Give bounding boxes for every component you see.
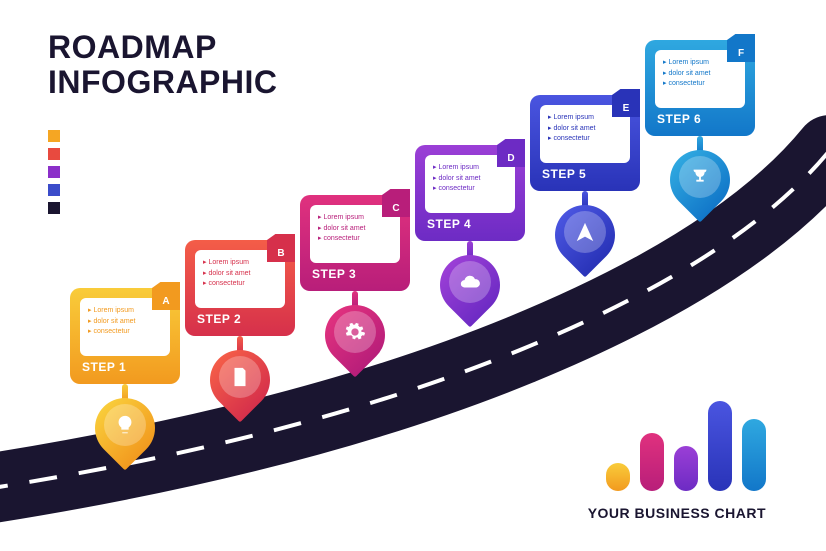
roadmap-step-d: D Lorem ipsumdolor sit ametconsectetur S… (415, 145, 525, 315)
roadmap-step-a: A Lorem ipsumdolor sit ametconsectetur S… (70, 288, 180, 458)
step-bullet: consectetur (433, 184, 507, 195)
step-card: A Lorem ipsumdolor sit ametconsectetur S… (70, 288, 180, 384)
step-pin (210, 350, 270, 410)
chart-bar-4 (742, 419, 766, 491)
document-icon (219, 356, 261, 398)
step-pin (95, 398, 155, 458)
chart-bar-2 (674, 446, 698, 491)
gear-icon (334, 311, 376, 353)
lightbulb-icon (104, 404, 146, 446)
step-bullet: Lorem ipsum (433, 163, 507, 174)
step-bullet: Lorem ipsum (203, 258, 277, 269)
cloud-icon (449, 261, 491, 303)
legend-swatch-4 (48, 202, 60, 214)
step-pin (555, 205, 615, 265)
step-bullet: dolor sit amet (318, 224, 392, 235)
step-bullet: dolor sit amet (548, 124, 622, 135)
step-card: F Lorem ipsumdolor sit ametconsectetur S… (645, 40, 755, 136)
step-pin (440, 255, 500, 315)
step-card: E Lorem ipsumdolor sit ametconsectetur S… (530, 95, 640, 191)
color-legend (48, 130, 60, 214)
step-bullet: dolor sit amet (663, 69, 737, 80)
step-letter-tab: B (267, 240, 295, 262)
step-letter-tab: C (382, 195, 410, 217)
step-letter-tab: A (152, 288, 180, 310)
step-letter-tab: D (497, 145, 525, 167)
legend-swatch-0 (48, 130, 60, 142)
chart-bar-3 (708, 401, 732, 491)
step-bullet: consectetur (203, 279, 277, 290)
step-label: STEP 3 (310, 267, 400, 281)
roadmap-step-e: E Lorem ipsumdolor sit ametconsectetur S… (530, 95, 640, 265)
step-label: STEP 2 (195, 312, 285, 326)
step-pin (325, 305, 385, 365)
title-line-2: INFOGRAPHIC (48, 65, 278, 100)
step-bullet: dolor sit amet (433, 174, 507, 185)
step-letter-tab: F (727, 40, 755, 62)
step-bullet: consectetur (548, 134, 622, 145)
legend-swatch-1 (48, 148, 60, 160)
step-label: STEP 4 (425, 217, 515, 231)
bar-chart (606, 401, 766, 491)
step-bullet: dolor sit amet (203, 269, 277, 280)
trophy-icon (679, 156, 721, 198)
page-title: ROADMAP INFOGRAPHIC (48, 30, 278, 100)
roadmap-step-b: B Lorem ipsumdolor sit ametconsectetur S… (185, 240, 295, 410)
step-card: C Lorem ipsumdolor sit ametconsectetur S… (300, 195, 410, 291)
roadmap-step-f: F Lorem ipsumdolor sit ametconsectetur S… (645, 40, 755, 210)
step-letter-tab: E (612, 95, 640, 117)
legend-swatch-3 (48, 184, 60, 196)
chart-label: YOUR BUSINESS CHART (588, 505, 766, 521)
step-label: STEP 5 (540, 167, 630, 181)
step-bullet: Lorem ipsum (88, 306, 162, 317)
navigate-icon (564, 211, 606, 253)
chart-bar-1 (640, 433, 664, 491)
title-line-1: ROADMAP (48, 30, 278, 65)
step-bullet: Lorem ipsum (663, 58, 737, 69)
step-bullet: Lorem ipsum (548, 113, 622, 124)
step-bullet: consectetur (663, 79, 737, 90)
roadmap-step-c: C Lorem ipsumdolor sit ametconsectetur S… (300, 195, 410, 365)
chart-bar-0 (606, 463, 630, 491)
step-bullet: consectetur (318, 234, 392, 245)
step-pin (670, 150, 730, 210)
step-label: STEP 1 (80, 360, 170, 374)
step-label: STEP 6 (655, 112, 745, 126)
step-card: D Lorem ipsumdolor sit ametconsectetur S… (415, 145, 525, 241)
legend-swatch-2 (48, 166, 60, 178)
step-bullet: consectetur (88, 327, 162, 338)
step-card: B Lorem ipsumdolor sit ametconsectetur S… (185, 240, 295, 336)
step-bullet: dolor sit amet (88, 317, 162, 328)
step-bullet: Lorem ipsum (318, 213, 392, 224)
